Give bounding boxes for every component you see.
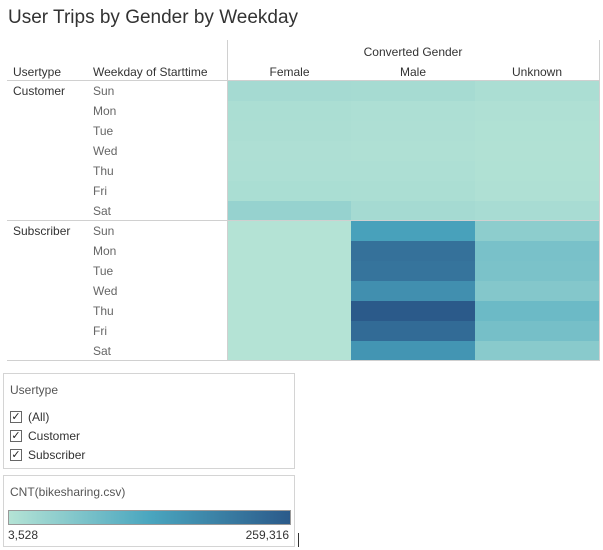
heatmap-cell (475, 321, 599, 341)
heatmap-cell (475, 141, 599, 161)
row-label-tue: Tue (93, 124, 114, 138)
row-label-sat: Sat (93, 204, 112, 218)
usertype-filter: Usertype ✓ (All) ✓ Customer ✓ Subscriber (3, 373, 295, 469)
heatmap-cell (475, 281, 599, 301)
row-header-weekday: Weekday of Starttime (93, 65, 208, 79)
text-cursor (298, 533, 299, 547)
heatmap-cell (351, 81, 475, 101)
heatmap-cell (475, 161, 599, 181)
heatmap-cell (228, 121, 351, 141)
column-header-female: Female (269, 65, 309, 79)
row-label-thu: Thu (93, 304, 114, 318)
column-group-header: Converted Gender (364, 45, 463, 59)
filter-item-all[interactable]: ✓ (All) (10, 409, 49, 425)
heatmap-cell (351, 301, 475, 321)
row-label-tue: Tue (93, 264, 114, 278)
row-label-mon: Mon (93, 244, 116, 258)
heatmap-cell (228, 301, 351, 321)
heatmap-cell (351, 241, 475, 261)
filter-item-label: Customer (28, 429, 81, 443)
heatmap-chart: Converted Gender Usertype Weekday of Start… (7, 40, 600, 361)
heatmap-cell (351, 261, 475, 281)
row-label-mon: Mon (93, 104, 116, 118)
filter-item-label: (All) (28, 410, 50, 424)
heatmap-cell (475, 181, 599, 201)
heatmap-cell (228, 181, 351, 201)
color-gradient-bar (8, 510, 291, 525)
heatmap-cell (475, 101, 599, 121)
color-min-label: 3,528 (8, 528, 39, 542)
heatmap-cell (475, 121, 599, 141)
heatmap-cell (351, 281, 475, 301)
row-label-wed: Wed (93, 144, 117, 158)
row-group-customer: Customer (13, 84, 65, 98)
row-label-fri: Fri (93, 184, 107, 198)
row-label-sun: Sun (93, 224, 114, 238)
heatmap-cell (228, 281, 351, 301)
heatmap-cell (351, 221, 475, 241)
heatmap-cell (475, 341, 599, 361)
heatmap-cell (475, 301, 599, 321)
checkbox-icon[interactable]: ✓ (10, 429, 22, 442)
heatmap-cell (351, 141, 475, 161)
heatmap-cell (228, 201, 351, 221)
row-label-sun: Sun (93, 84, 114, 98)
row-label-sat: Sat (93, 344, 112, 358)
color-legend: CNT(bikesharing.csv) 3,528 259,316 (3, 475, 295, 547)
filter-item-subscriber[interactable]: ✓ Subscriber (10, 447, 85, 463)
heatmap-cell (475, 221, 599, 241)
heatmap-cell (475, 201, 599, 221)
heatmap-cell (351, 121, 475, 141)
column-header-unknown: Unknown (512, 65, 562, 79)
chart-title: User Trips by Gender by Weekday (8, 7, 299, 28)
row-header-usertype: Usertype (13, 65, 61, 79)
heatmap-cell (351, 201, 475, 221)
heatmap-cell (228, 221, 351, 241)
heatmap-cell (351, 321, 475, 341)
filter-item-label: Subscriber (28, 448, 86, 462)
heatmap-cell (228, 81, 351, 101)
heatmap-cell (351, 161, 475, 181)
row-label-wed: Wed (93, 284, 117, 298)
filter-item-customer[interactable]: ✓ Customer (10, 428, 80, 444)
heatmap-cell (228, 101, 351, 121)
checkbox-icon[interactable]: ✓ (10, 410, 22, 423)
heatmap-cell (228, 321, 351, 341)
heatmap-cell (351, 101, 475, 121)
color-legend-title: CNT(bikesharing.csv) (10, 485, 126, 499)
row-label-fri: Fri (93, 324, 107, 338)
heatmap-cell (475, 261, 599, 281)
color-max-label: 259,316 (245, 528, 289, 542)
column-header-male: Male (400, 65, 426, 79)
heatmap-cell (351, 341, 475, 361)
heatmap-cell (351, 181, 475, 201)
checkbox-icon[interactable]: ✓ (10, 448, 22, 461)
row-group-subscriber: Subscriber (13, 224, 70, 238)
row-label-thu: Thu (93, 164, 114, 178)
heatmap-cell (475, 81, 599, 101)
heatmap-cell (228, 141, 351, 161)
filter-title: Usertype (10, 383, 59, 397)
heatmap-cell (228, 241, 351, 261)
heatmap-cell (228, 341, 351, 361)
heatmap-cell (228, 161, 351, 181)
heatmap-cell (228, 261, 351, 281)
heatmap-cell (475, 241, 599, 261)
